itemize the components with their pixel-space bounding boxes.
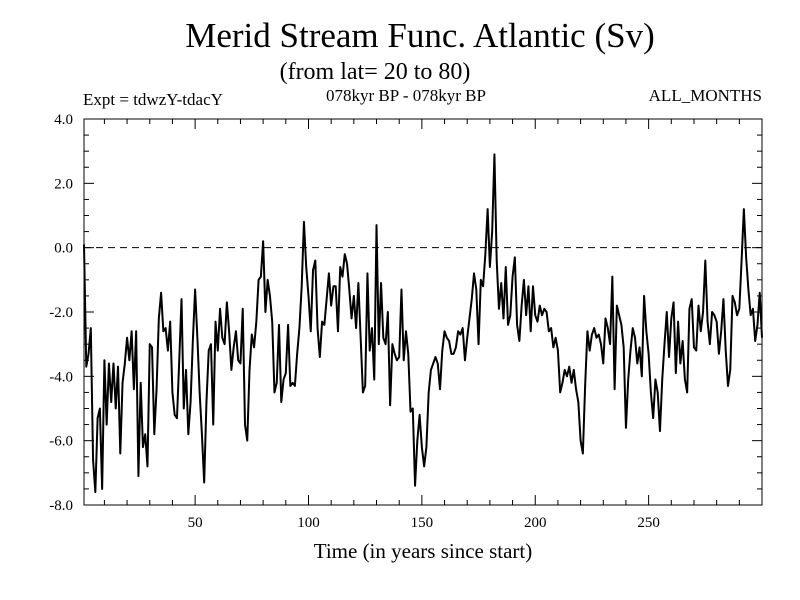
x-tick-label: 100: [297, 515, 320, 531]
axis-ticks: [84, 118, 762, 506]
months-label: ALL_MONTHS: [648, 86, 762, 105]
series-line: [83, 153, 763, 494]
y-tick-label: -2.0: [49, 305, 73, 321]
chart-title: Merid Stream Func. Atlantic (Sv): [185, 16, 655, 55]
x-tick-label: 50: [188, 515, 203, 531]
y-tick-label: -4.0: [49, 369, 73, 385]
y-tick-label: -6.0: [49, 434, 73, 450]
period-label: 078kyr BP - 078kyr BP: [326, 86, 486, 105]
x-axis-label: Time (in years since start): [313, 539, 533, 563]
y-tick-label: 2.0: [54, 176, 73, 192]
y-tick-label: 0.0: [54, 241, 73, 257]
tick-labels: 50 100 150 200 250 4.0 2.0 0.0 -2.0 -4.0 -6.0 -8.0: [49, 112, 660, 531]
y-tick-label: 4.0: [54, 112, 73, 128]
experiment-label: Expt = tdwzY-tdacY: [83, 90, 223, 109]
y-tick-label: -8.0: [49, 498, 73, 514]
x-tick-label: 250: [637, 515, 660, 531]
plot-frame: [83, 118, 763, 506]
x-tick-label: 200: [524, 515, 547, 531]
chart-subtitle: (from lat= 20 to 80): [279, 59, 471, 85]
x-tick-label: 150: [411, 515, 434, 531]
